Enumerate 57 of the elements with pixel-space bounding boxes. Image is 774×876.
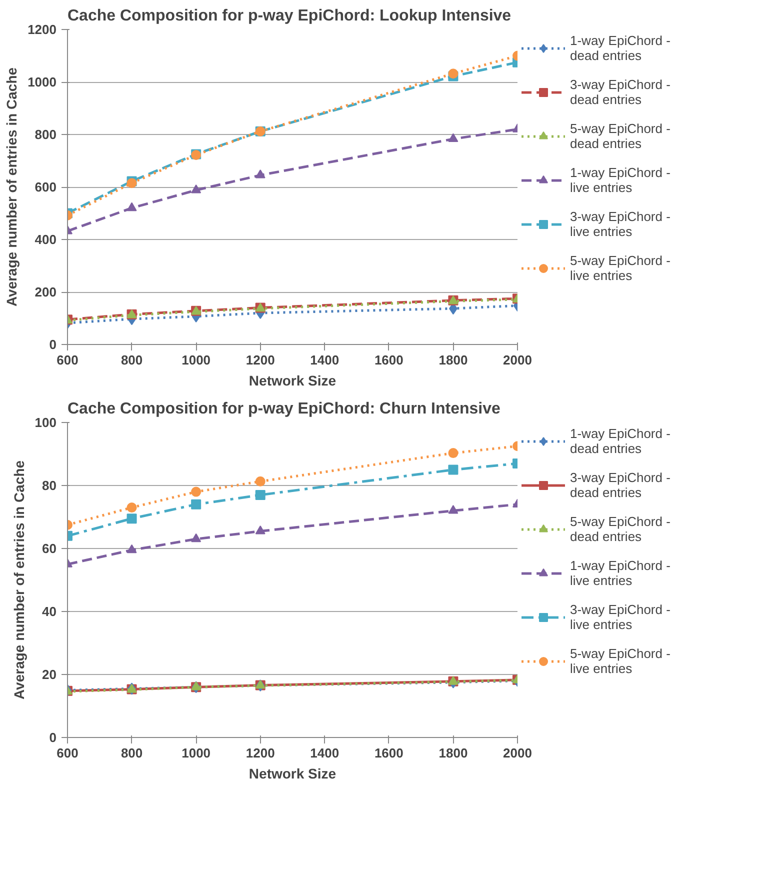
- legend-label: 5-way EpiChord - live entries: [570, 646, 672, 676]
- point: [126, 502, 137, 513]
- point: [191, 533, 202, 542]
- y-tick-label: 800: [34, 127, 57, 142]
- point: [255, 169, 266, 178]
- point: [126, 544, 137, 554]
- x-tick-label: 1000: [182, 352, 211, 368]
- x-tick-label: 1600: [374, 352, 404, 368]
- chart-title: Cache Composition for p-way EpiChord: Churn Intensive: [68, 400, 501, 418]
- legend-label: 1-way EpiChord - dead entries: [570, 426, 672, 456]
- y-tick-label: 0: [49, 337, 57, 352]
- legend-label: 3-way EpiChord - dead entries: [570, 470, 672, 500]
- y-tick-label: 1200: [28, 22, 56, 37]
- x-tick-label: 1400: [310, 746, 340, 760]
- y-tick-label: 100: [34, 415, 57, 430]
- y-tick-label: 1000: [28, 74, 56, 90]
- x-axis-title: Network Size: [248, 372, 336, 388]
- y-tick-label: 60: [42, 541, 57, 556]
- x-axis-title: Network Size: [248, 766, 336, 782]
- point: [126, 514, 137, 524]
- x-tick-label: 1200: [246, 746, 275, 760]
- point: [126, 202, 137, 212]
- x-tick-label: 1600: [374, 746, 404, 760]
- point: [191, 486, 202, 497]
- legend-label: 1-way EpiChord - live entries: [570, 558, 672, 588]
- legend-label: 3-way EpiChord - dead entries: [570, 77, 672, 107]
- x-tick-label: 1400: [310, 352, 340, 368]
- point: [255, 490, 266, 500]
- point: [191, 184, 202, 194]
- legend-label: 3-way EpiChord - live entries: [570, 209, 672, 239]
- x-tick-label: 800: [120, 746, 143, 760]
- y-axis-title: Average number of entries in Cache: [4, 67, 20, 307]
- x-tick-label: 2000: [503, 352, 532, 368]
- y-tick-label: 200: [34, 284, 57, 300]
- legend-label: 1-way EpiChord - dead entries: [570, 33, 672, 63]
- y-tick-label: 600: [34, 180, 57, 194]
- x-tick-label: 1800: [438, 352, 468, 368]
- y-tick-label: 40: [42, 604, 57, 619]
- legend-label: 3-way EpiChord - live entries: [570, 602, 672, 632]
- x-tick-label: 800: [120, 352, 143, 368]
- legend-label: 5-way EpiChord - dead entries: [570, 121, 672, 151]
- x-tick-label: 2000: [503, 746, 532, 760]
- point: [255, 476, 266, 486]
- point: [255, 525, 266, 534]
- y-tick-label: 400: [34, 232, 57, 247]
- x-tick-label: 1000: [182, 746, 211, 760]
- y-tick-label: 80: [42, 478, 57, 493]
- y-tick-label: 20: [42, 667, 57, 682]
- y-axis-title: Average number of entries in Cache: [10, 460, 27, 700]
- point: [191, 499, 202, 510]
- x-tick-label: 1200: [246, 352, 275, 368]
- x-tick-label: 1800: [438, 746, 468, 760]
- y-tick-label: 0: [49, 730, 57, 745]
- legend-label: 5-way EpiChord - dead entries: [570, 514, 672, 544]
- legend-label: 5-way EpiChord - live entries: [570, 253, 672, 283]
- legend-label: 1-way EpiChord - live entries: [570, 165, 672, 195]
- chart-title: Cache Composition for p-way EpiChord: Lookup Intensive: [68, 8, 512, 24]
